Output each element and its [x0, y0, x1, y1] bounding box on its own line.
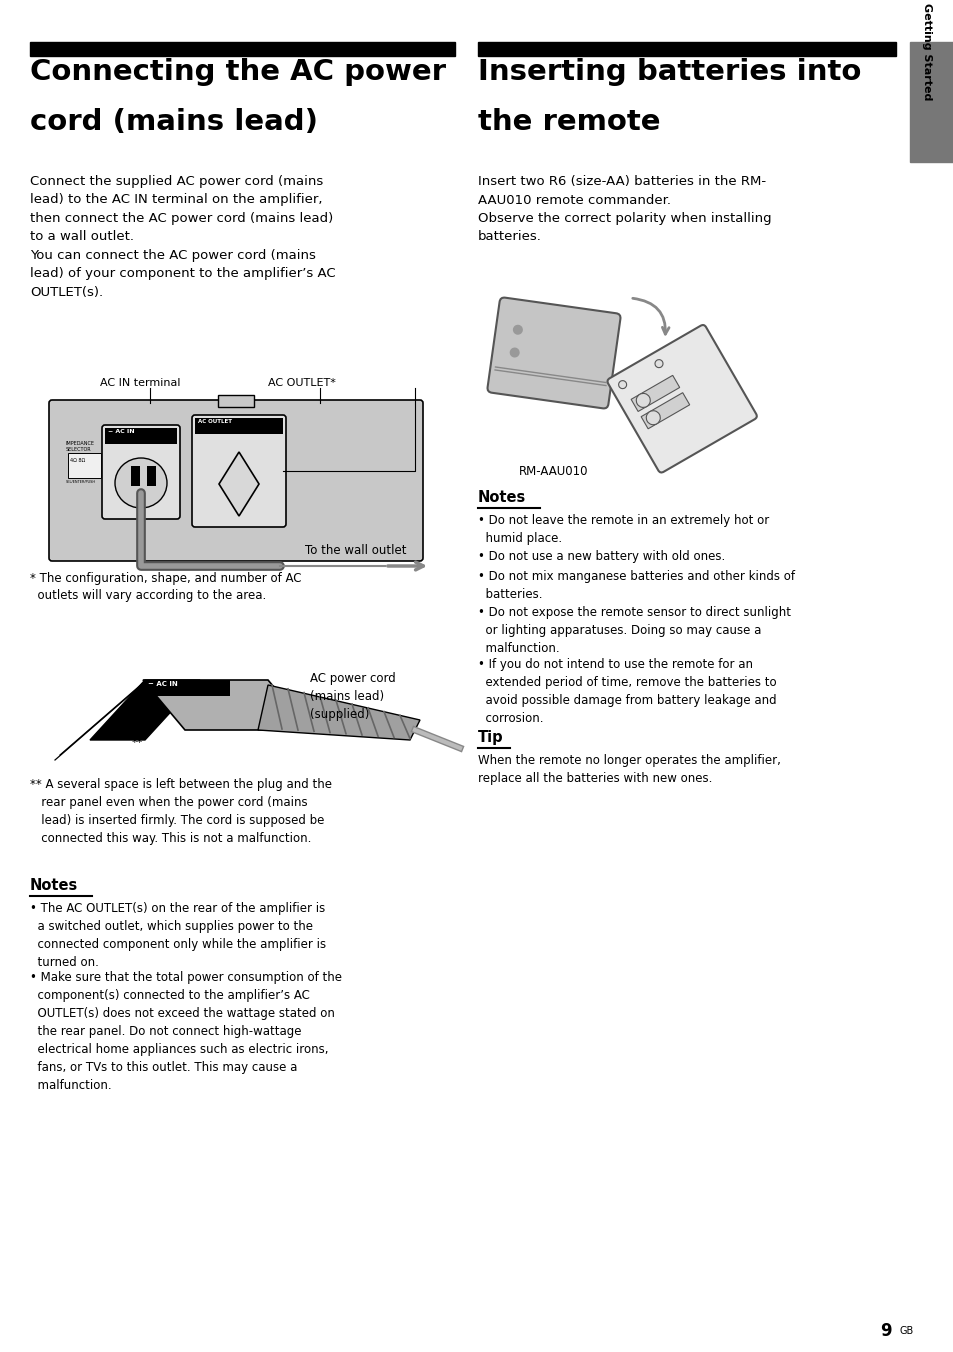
- Polygon shape: [219, 452, 258, 516]
- Text: • Do not use a new battery with old ones.: • Do not use a new battery with old ones…: [477, 550, 724, 562]
- Bar: [631, 376, 679, 411]
- Text: AC power cord
(mains lead)
(supplied): AC power cord (mains lead) (supplied): [310, 672, 395, 721]
- Text: cord (mains lead): cord (mains lead): [30, 108, 317, 137]
- Circle shape: [645, 411, 659, 425]
- Circle shape: [513, 324, 522, 335]
- Text: To the wall outlet: To the wall outlet: [305, 544, 406, 557]
- Text: Connecting the AC power: Connecting the AC power: [30, 58, 446, 87]
- Text: • Do not mix manganese batteries and other kinds of
  batteries.: • Do not mix manganese batteries and oth…: [477, 571, 794, 602]
- FancyBboxPatch shape: [607, 324, 756, 472]
- Text: ~ AC IN: ~ AC IN: [148, 681, 177, 687]
- FancyBboxPatch shape: [49, 400, 422, 561]
- Circle shape: [509, 347, 519, 357]
- Text: AC OUTLET: AC OUTLET: [198, 419, 232, 425]
- Text: AC OUTLET*: AC OUTLET*: [268, 379, 335, 388]
- Bar: [640, 392, 689, 429]
- Text: • Make sure that the total power consumption of the
  component(s) connected to : • Make sure that the total power consump…: [30, 971, 341, 1092]
- FancyBboxPatch shape: [192, 415, 286, 527]
- Text: When the remote no longer operates the amplifier,
replace all the batteries with: When the remote no longer operates the a…: [477, 754, 781, 786]
- Circle shape: [618, 381, 626, 388]
- Text: ** A several space is left between the plug and the
   rear panel even when the : ** A several space is left between the p…: [30, 777, 332, 845]
- Bar: [30, 42, 455, 55]
- Bar: [194, 418, 283, 434]
- Polygon shape: [90, 680, 200, 740]
- Text: • If you do not intend to use the remote for an
  extended period of time, remov: • If you do not intend to use the remote…: [477, 658, 776, 725]
- Text: * The configuration, shape, and number of AC
  outlets will vary according to th: * The configuration, shape, and number o…: [30, 572, 301, 602]
- Bar: [131, 466, 140, 485]
- Text: Connect the supplied AC power cord (mains
lead) to the AC IN terminal on the amp: Connect the supplied AC power cord (main…: [30, 174, 335, 299]
- Bar: [477, 42, 895, 55]
- Text: • Do not leave the remote in an extremely hot or
  humid place.: • Do not leave the remote in an extremel…: [477, 514, 768, 545]
- Text: Notes: Notes: [477, 489, 526, 506]
- Circle shape: [636, 393, 650, 407]
- Polygon shape: [257, 685, 419, 740]
- Bar: [68, 453, 101, 479]
- Text: 9: 9: [879, 1322, 891, 1340]
- Text: • The AC OUTLET(s) on the rear of the amplifier is
  a switched outlet, which su: • The AC OUTLET(s) on the rear of the am…: [30, 902, 326, 969]
- FancyBboxPatch shape: [102, 425, 180, 519]
- Text: AC IN terminal: AC IN terminal: [100, 379, 180, 388]
- FancyBboxPatch shape: [487, 297, 619, 408]
- Text: GB: GB: [899, 1326, 913, 1336]
- Text: Insert two R6 (size-AA) batteries in the RM-
AAU010 remote commander.
Observe th: Insert two R6 (size-AA) batteries in the…: [477, 174, 771, 243]
- Text: the remote: the remote: [477, 108, 659, 137]
- Bar: [218, 395, 253, 407]
- Text: Inserting batteries into: Inserting batteries into: [477, 58, 861, 87]
- Polygon shape: [143, 680, 310, 730]
- Text: Getting Started: Getting Started: [921, 3, 931, 100]
- Text: Tip: Tip: [477, 730, 503, 745]
- Ellipse shape: [115, 458, 167, 508]
- Bar: [105, 429, 177, 443]
- Text: RM-AAU010: RM-AAU010: [518, 465, 588, 479]
- Text: • Do not expose the remote sensor to direct sunlight
  or lighting apparatuses. : • Do not expose the remote sensor to dir…: [477, 606, 790, 654]
- Bar: [909, 42, 953, 162]
- Text: SEL/ENTER/PUSH: SEL/ENTER/PUSH: [66, 480, 96, 484]
- Polygon shape: [145, 680, 230, 696]
- Text: ~ AC IN: ~ AC IN: [108, 429, 134, 434]
- Text: **: **: [132, 738, 143, 748]
- Text: Notes: Notes: [30, 877, 78, 894]
- Text: IMPEDANCE
SELECTOR: IMPEDANCE SELECTOR: [66, 441, 95, 452]
- Circle shape: [655, 360, 662, 368]
- Text: 4Ω 8Ω: 4Ω 8Ω: [70, 458, 85, 462]
- Bar: [147, 466, 156, 485]
